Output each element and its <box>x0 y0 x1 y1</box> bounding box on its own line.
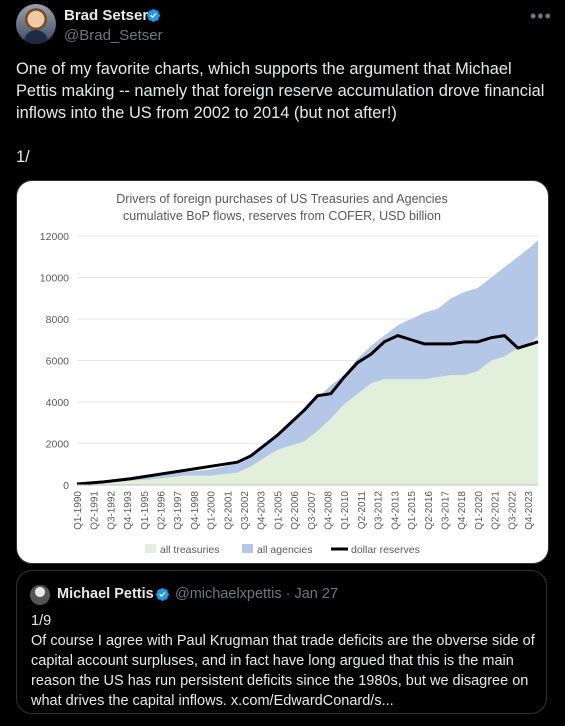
x-tick-label: Q1-2005 <box>273 491 284 530</box>
x-tick-label: Q2-2021 <box>491 491 502 530</box>
x-tick-label: Q3-2012 <box>374 491 385 530</box>
x-tick-label: Q3-1992 <box>106 491 117 530</box>
chart-title: Drivers of foreign purchases of US Treas… <box>116 192 447 206</box>
x-tick-label: Q4-2003 <box>257 491 268 530</box>
x-tick-label: Q4-1993 <box>123 491 134 530</box>
foreign-purchases-chart: 0 2000 4000 6000 8000 10000 12000 Q1-1990 Q2-19… <box>40 192 539 556</box>
quote-body: 1/9 Of course I agree with Paul Krugman … <box>31 611 537 711</box>
x-tick-label: Q1-2020 <box>474 491 485 530</box>
quote-numbering: 1/9 <box>31 613 52 629</box>
x-tick-label: Q3-2007 <box>307 491 318 530</box>
quote-author-name[interactable]: Michael Pettis <box>57 586 154 602</box>
author-avatar[interactable] <box>16 4 56 44</box>
tweet-text: One of my favorite charts, which support… <box>16 58 546 190</box>
y-tick-label: 8000 <box>46 314 70 326</box>
x-tick-label: Q1-2000 <box>207 491 218 530</box>
x-tick-label: Q4-2013 <box>390 491 401 530</box>
quote-verified-badge-icon <box>156 588 169 601</box>
x-tick-label: Q4-2023 <box>524 491 535 530</box>
quote-author-handle[interactable]: @michaelxpettis <box>175 586 282 602</box>
tweet-media-chart[interactable]: 0 2000 4000 6000 8000 10000 12000 Q1-1990 Q2-19… <box>16 180 549 564</box>
quote-date[interactable]: · Jan 27 <box>285 586 339 602</box>
x-tick-label: Q2-2006 <box>290 491 301 530</box>
quote-handle-date: @michaelxpettis · Jan 27 <box>175 586 338 602</box>
y-tick-label: 6000 <box>46 356 70 368</box>
legend-label: all treasuries <box>160 544 220 556</box>
series-area-all-treasuries <box>77 335 538 485</box>
legend-label: dollar reserves <box>351 544 420 556</box>
x-tick-label: Q3-2002 <box>240 491 251 530</box>
x-tick-label: Q2-2011 <box>357 491 368 530</box>
more-options-icon[interactable]: ••• <box>530 6 552 26</box>
y-tick-label: 12000 <box>40 231 69 243</box>
y-tick-label: 2000 <box>46 439 70 451</box>
verified-badge-icon <box>147 9 160 22</box>
author-name[interactable]: Brad Setser <box>64 7 149 24</box>
y-tick-label: 4000 <box>46 397 70 409</box>
x-tick-label: Q1-1990 <box>73 491 84 530</box>
x-tick-label: Q3-2022 <box>507 491 518 530</box>
series-line-dollar-reserves <box>76 334 539 486</box>
x-tick-label: Q2-2001 <box>223 491 234 530</box>
chart-subtitle: cumulative BoP flows, reserves from COFE… <box>123 209 441 223</box>
y-tick-label: 10000 <box>40 273 69 285</box>
tweet-body: One of my favorite charts, which support… <box>16 60 545 122</box>
y-tick-label: 0 <box>63 480 69 492</box>
x-tick-label: Q4-2008 <box>324 491 335 530</box>
x-tick-label: Q4-1998 <box>190 491 201 530</box>
x-tick-label: Q1-2010 <box>340 491 351 530</box>
x-tick-label: Q3-2017 <box>440 491 451 530</box>
x-tick-label: Q4-2018 <box>457 491 468 530</box>
quote-text: Of course I agree with Paul Krugman that… <box>31 633 535 709</box>
x-tick-label: Q1-2015 <box>407 491 418 530</box>
legend-swatch <box>242 544 253 553</box>
quote-author-avatar[interactable] <box>30 585 50 605</box>
tweet-numbering: 1/ <box>16 148 30 166</box>
x-tick-label: Q2-1996 <box>157 491 168 530</box>
x-tick-label: Q3-1997 <box>173 491 184 530</box>
legend-label: all agencies <box>257 544 312 556</box>
x-tick-label: Q1-1995 <box>140 491 151 530</box>
legend-swatch <box>145 544 156 553</box>
quoted-tweet[interactable]: Michael Pettis @michaelxpettis · Jan 27 … <box>16 570 547 714</box>
author-handle[interactable]: @Brad_Setser <box>64 27 163 44</box>
x-tick-label: Q2-1991 <box>90 491 101 530</box>
x-tick-label: Q2-2016 <box>424 491 435 530</box>
